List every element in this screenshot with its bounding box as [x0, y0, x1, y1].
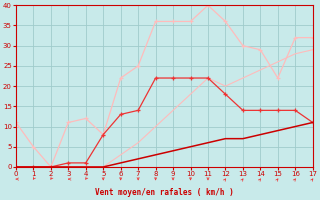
X-axis label: Vent moyen/en rafales ( km/h ): Vent moyen/en rafales ( km/h ): [95, 188, 234, 197]
